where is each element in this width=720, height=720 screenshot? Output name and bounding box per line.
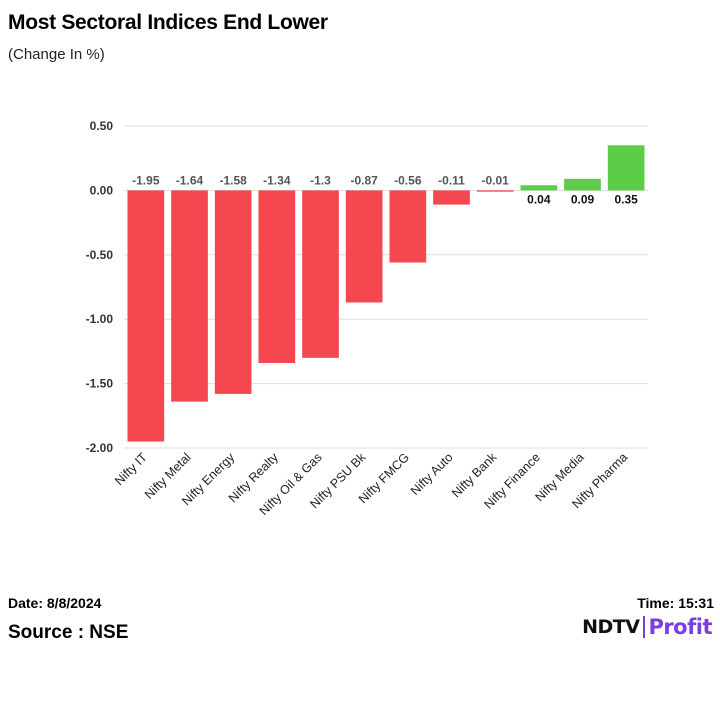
data-label: -0.11 [438,173,465,187]
bar-chart: 0.50 0.00 -0.50 -1.00 -1.50 -2.00 -1.95 Nifty I… [86,119,648,518]
ndtv-profit-logo: NDTV Profit [582,613,712,641]
chart-subtitle: (Change In %) [8,46,105,63]
chart-title: Most Sectoral Indices End Lower [8,11,328,34]
time-label: Time: 15:31 [637,595,714,611]
x-tick-label: Nifty IT [112,450,150,488]
data-label: 0.04 [527,192,551,206]
y-tick-label: 0.50 [90,119,114,133]
logo-ndtv-text: NDTV [582,616,640,638]
bar [171,190,208,402]
y-tick-label: -0.50 [86,248,114,262]
logo-profit-text: Profit [648,615,712,639]
data-label: -0.01 [481,173,509,187]
bar [258,190,296,363]
y-tick-label: -1.00 [86,312,114,326]
bar [433,190,470,205]
bar [345,190,383,303]
data-label: -1.3 [310,173,331,187]
data-label: 0.35 [614,192,638,206]
logo-separator [643,616,646,638]
y-tick-label: -1.50 [86,377,114,391]
data-label: -0.87 [350,173,378,187]
data-label: -1.95 [132,173,160,187]
bar [564,178,601,191]
data-label: -1.58 [219,173,247,187]
bar [476,190,514,192]
bar [127,190,165,442]
bar [607,145,645,191]
bar [214,190,252,394]
data-label: 0.09 [571,192,595,206]
date-label: Date: 8/8/2024 [8,595,102,611]
y-tick-label: -2.00 [86,441,114,455]
bar [302,190,339,358]
data-label: -1.64 [176,173,204,187]
bar [520,185,558,191]
y-tick-label: 0.00 [90,183,114,197]
data-label: -0.56 [394,173,422,187]
bar [389,190,427,263]
data-label: -1.34 [263,173,291,187]
source-label: Source : NSE [8,622,129,643]
